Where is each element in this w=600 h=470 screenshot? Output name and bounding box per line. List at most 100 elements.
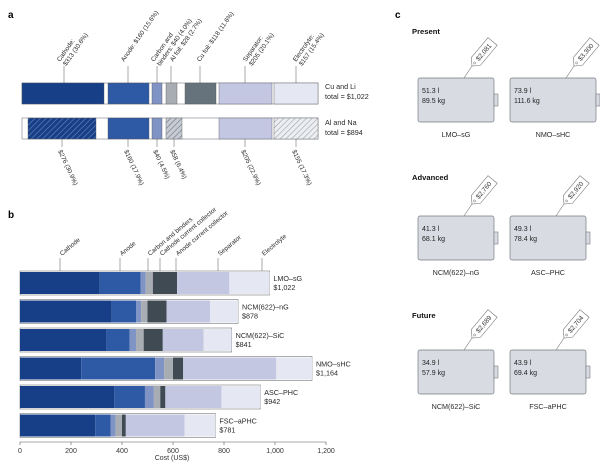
- price-tag-hole: [575, 61, 578, 65]
- price-tag-string: [463, 65, 473, 79]
- cost-bar-lmo-sg-cathode: [20, 272, 100, 294]
- cu-li-label-cathode: Cathode:$313 (30.6%): [56, 28, 90, 68]
- price-tag: $3,300: [572, 37, 600, 67]
- battery-volume: 41.3 l: [422, 226, 440, 233]
- panel-b-xlabel: Cost (US$): [155, 455, 190, 462]
- price-tag: $2,081: [470, 37, 498, 67]
- al-na-bar-anode: [107, 117, 150, 140]
- cu-li-bar-cathode: [21, 82, 105, 105]
- legend-label-separator: Separator: [217, 234, 244, 258]
- price-tag-shape: [562, 175, 590, 205]
- cost-bar-ncm-622-ng-anode-current-collector: [147, 300, 167, 323]
- cost-bar-ncm-622-ng-cathode-current-collector: [141, 300, 148, 323]
- row-total-nmo-shc: $1,164: [316, 369, 338, 378]
- row-total-asc-phc: $942: [264, 397, 280, 406]
- cu-li-name: Cu and Li: [325, 82, 356, 91]
- cu-li-bar-carbon-and-binders: [151, 82, 163, 105]
- battery-volume: 73.9 l: [514, 88, 532, 95]
- cost-bar-asc-phc-cathode-current-collector: [153, 386, 161, 408]
- x-tick-label: 400: [116, 448, 128, 455]
- cost-bar-ncm-622-ng-cathode: [20, 300, 112, 323]
- cost-bar-ncm-622-sic-anode-current-collector: [143, 329, 163, 351]
- cu-li-total: total = $1,022: [325, 92, 369, 101]
- cost-bar-ncm-622-ng-electrolyte: [209, 300, 239, 323]
- cu-li-bar-separator: [218, 82, 273, 105]
- price-tag: $2,760: [470, 175, 498, 205]
- cost-bar-fsc-aphc-anode-current-collector: [122, 414, 126, 437]
- cost-bar-ncm-622-sic-separator: [162, 329, 204, 351]
- al-na-label-anode: $160 (17.9%): [122, 149, 145, 187]
- cost-bar-asc-phc-anode-current-collector: [160, 386, 166, 408]
- battery-terminal: [585, 231, 591, 245]
- cost-bar-ncm-622-ng-carbon-and-binders: [136, 300, 142, 323]
- price-tag-string: [555, 337, 565, 351]
- price-tag-hole: [565, 199, 568, 203]
- cost-bar-nmo-shc-carbon-and-binders: [155, 357, 165, 380]
- battery-volume: 51.3 l: [422, 88, 440, 95]
- cost-bar-nmo-shc-separator: [183, 357, 277, 380]
- price-tag-hole: [473, 333, 476, 337]
- cost-bar-lmo-sg-anode-current-collector: [152, 272, 178, 294]
- battery-mass: 68.1 kg: [422, 236, 445, 243]
- legend-label-cathode: Cathode: [59, 236, 82, 257]
- cu-li-bar-electrolyte: [273, 82, 319, 105]
- cost-bar-ncm-622-sic-carbon-and-binders: [129, 329, 137, 351]
- cost-bar-nmo-shc-cathode: [20, 357, 82, 380]
- battery-terminal: [493, 365, 499, 379]
- battery-mass: 69.4 kg: [514, 370, 537, 377]
- row-total-ncm-622-sic: $841: [236, 340, 252, 349]
- al-na-label-carbon-and-binders: $40 (4.5%): [151, 149, 171, 180]
- cost-bar-nmo-shc-cathode-current-collector: [164, 357, 173, 380]
- x-tick-label: 1,200: [317, 448, 335, 455]
- cost-bar-fsc-aphc-electrolyte: [184, 414, 216, 437]
- legend-label-anode: Anode: [119, 240, 138, 258]
- cost-bar-asc-phc-carbon-and-binders: [144, 386, 154, 408]
- battery-mass: 57.9 kg: [422, 370, 445, 377]
- cu-li-bar-anode: [107, 82, 150, 105]
- x-tick-label: 600: [167, 448, 179, 455]
- battery-terminal: [585, 365, 591, 379]
- cost-bar-fsc-aphc-anode: [95, 414, 111, 437]
- row-name-fsc-aphc: FSC–aPHC: [219, 417, 257, 426]
- cost-bar-asc-phc-anode: [114, 386, 145, 408]
- cost-bar-asc-phc-separator: [165, 386, 222, 408]
- battery-terminal: [493, 231, 499, 245]
- cost-bar-lmo-sg-separator: [177, 272, 230, 294]
- cost-bar-asc-phc-electrolyte: [221, 386, 261, 408]
- price-tag-hole: [473, 199, 476, 203]
- cost-bar-lmo-sg-cathode-current-collector: [145, 272, 153, 294]
- battery-name-asc-phc: ASC–PHC: [531, 268, 565, 277]
- al-na-label-electrolyte: $155 (17.3%): [290, 149, 313, 187]
- x-tick-label: 1,000: [266, 448, 284, 455]
- panel-c-letter: c: [395, 10, 401, 21]
- row-total-fsc-aphc: $781: [219, 426, 235, 435]
- row-total-lmo-sg: $1,022: [273, 283, 295, 292]
- cu-li-bar-cu-foil: [184, 82, 217, 105]
- x-tick-label: 0: [18, 448, 22, 455]
- cost-bar-fsc-aphc-separator: [125, 414, 185, 437]
- battery-terminal: [493, 93, 499, 107]
- cost-bar-ncm-622-ng-separator: [166, 300, 210, 323]
- row-total-ncm-622-ng: $878: [242, 312, 258, 321]
- al-na-bar-cathode: [27, 117, 97, 140]
- row-name-ncm-622-sic: NCM(622)–SiC: [236, 331, 285, 340]
- panel-c-chart: Present 51.3 l 89.5 kg LMO–sG $2,081 73.9 l 11…: [412, 27, 600, 411]
- cost-bar-nmo-shc-anode: [81, 357, 156, 380]
- row-name-ncm-622-ng: NCM(622)–nG: [242, 303, 289, 312]
- price-tag-shape: [572, 37, 600, 67]
- price-tag-string: [463, 203, 473, 217]
- panel-b-letter: b: [8, 210, 14, 221]
- panel-a-chart: Cu and Li total = $1,022 Al and Na total…: [21, 10, 369, 187]
- cost-bar-ncm-622-ng-anode: [111, 300, 137, 323]
- row-name-lmo-sg: LMO–sG: [273, 274, 302, 283]
- battery-mass: 89.5 kg: [422, 98, 445, 105]
- battery-name-lmo-sg: LMO–sG: [442, 130, 471, 139]
- al-na-label-separator: $205 (22.9%): [239, 149, 262, 187]
- panel-a-letter: a: [8, 10, 14, 21]
- al-na-label-al-foil: $58 (6.4%): [168, 149, 188, 180]
- price-tag-shape: [470, 175, 498, 205]
- price-tag: $2,704: [562, 309, 590, 339]
- row-name-asc-phc: ASC–PHC: [264, 388, 298, 397]
- cost-bar-nmo-shc-anode-current-collector: [173, 357, 184, 380]
- section-title-present: Present: [412, 27, 440, 36]
